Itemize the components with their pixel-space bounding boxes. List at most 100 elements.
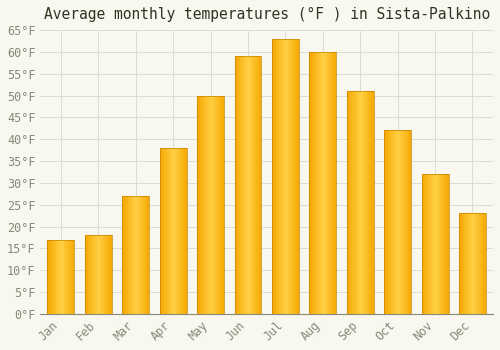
Bar bbox=[53, 240, 54, 314]
Bar bbox=[422, 174, 424, 314]
Bar bbox=[348, 91, 350, 314]
Bar bbox=[143, 196, 144, 314]
Bar bbox=[88, 235, 90, 314]
Bar bbox=[272, 39, 299, 314]
Bar bbox=[406, 131, 408, 314]
Bar bbox=[395, 131, 396, 314]
Bar bbox=[400, 131, 402, 314]
Bar bbox=[354, 91, 355, 314]
Bar bbox=[440, 174, 442, 314]
Bar bbox=[207, 96, 208, 314]
Bar bbox=[209, 96, 210, 314]
Bar bbox=[110, 235, 111, 314]
Bar bbox=[223, 96, 224, 314]
Bar bbox=[410, 131, 411, 314]
Bar bbox=[133, 196, 134, 314]
Bar bbox=[122, 196, 123, 314]
Bar bbox=[250, 56, 252, 314]
Bar bbox=[220, 96, 222, 314]
Bar bbox=[361, 91, 362, 314]
Bar bbox=[290, 39, 291, 314]
Bar bbox=[373, 91, 374, 314]
Bar bbox=[144, 196, 146, 314]
Bar bbox=[256, 56, 257, 314]
Bar bbox=[437, 174, 438, 314]
Bar bbox=[70, 240, 71, 314]
Bar bbox=[167, 148, 168, 314]
Bar bbox=[355, 91, 356, 314]
Bar bbox=[104, 235, 106, 314]
Bar bbox=[148, 196, 149, 314]
Bar bbox=[298, 39, 299, 314]
Bar bbox=[297, 39, 298, 314]
Bar bbox=[405, 131, 406, 314]
Bar bbox=[324, 52, 326, 314]
Bar bbox=[287, 39, 288, 314]
Bar bbox=[311, 52, 312, 314]
Bar bbox=[69, 240, 70, 314]
Bar bbox=[103, 235, 104, 314]
Bar bbox=[443, 174, 444, 314]
Bar bbox=[274, 39, 276, 314]
Bar bbox=[394, 131, 395, 314]
Bar bbox=[296, 39, 297, 314]
Bar bbox=[446, 174, 448, 314]
Bar bbox=[218, 96, 220, 314]
Bar bbox=[236, 56, 237, 314]
Bar bbox=[461, 214, 462, 314]
Bar bbox=[216, 96, 217, 314]
Bar bbox=[198, 96, 199, 314]
Bar bbox=[370, 91, 371, 314]
Bar bbox=[326, 52, 328, 314]
Title: Average monthly temperatures (°F ) in Sista-Palkino: Average monthly temperatures (°F ) in Si… bbox=[44, 7, 490, 22]
Bar bbox=[462, 214, 464, 314]
Bar bbox=[136, 196, 138, 314]
Bar bbox=[56, 240, 58, 314]
Bar bbox=[248, 56, 249, 314]
Bar bbox=[310, 52, 311, 314]
Bar bbox=[138, 196, 140, 314]
Bar bbox=[173, 148, 174, 314]
Bar bbox=[141, 196, 142, 314]
Bar bbox=[388, 131, 390, 314]
Bar bbox=[52, 240, 53, 314]
Bar bbox=[185, 148, 186, 314]
Bar bbox=[366, 91, 368, 314]
Bar bbox=[466, 214, 467, 314]
Bar bbox=[214, 96, 215, 314]
Bar bbox=[291, 39, 292, 314]
Bar bbox=[182, 148, 183, 314]
Bar bbox=[322, 52, 323, 314]
Bar bbox=[48, 240, 49, 314]
Bar bbox=[101, 235, 102, 314]
Bar bbox=[312, 52, 313, 314]
Bar bbox=[109, 235, 110, 314]
Bar bbox=[134, 196, 135, 314]
Bar bbox=[396, 131, 398, 314]
Bar bbox=[387, 131, 388, 314]
Bar bbox=[197, 96, 224, 314]
Bar bbox=[332, 52, 334, 314]
Bar bbox=[199, 96, 200, 314]
Bar bbox=[166, 148, 167, 314]
Bar bbox=[206, 96, 207, 314]
Bar bbox=[111, 235, 112, 314]
Bar bbox=[260, 56, 262, 314]
Bar bbox=[184, 148, 185, 314]
Bar bbox=[475, 214, 476, 314]
Bar bbox=[459, 214, 486, 314]
Bar bbox=[146, 196, 148, 314]
Bar bbox=[237, 56, 238, 314]
Bar bbox=[160, 148, 162, 314]
Bar bbox=[140, 196, 141, 314]
Bar bbox=[131, 196, 132, 314]
Bar bbox=[460, 214, 461, 314]
Bar bbox=[241, 56, 242, 314]
Bar bbox=[67, 240, 68, 314]
Bar bbox=[258, 56, 259, 314]
Bar bbox=[142, 196, 143, 314]
Bar bbox=[425, 174, 426, 314]
Bar bbox=[106, 235, 108, 314]
Bar bbox=[215, 96, 216, 314]
Bar bbox=[403, 131, 404, 314]
